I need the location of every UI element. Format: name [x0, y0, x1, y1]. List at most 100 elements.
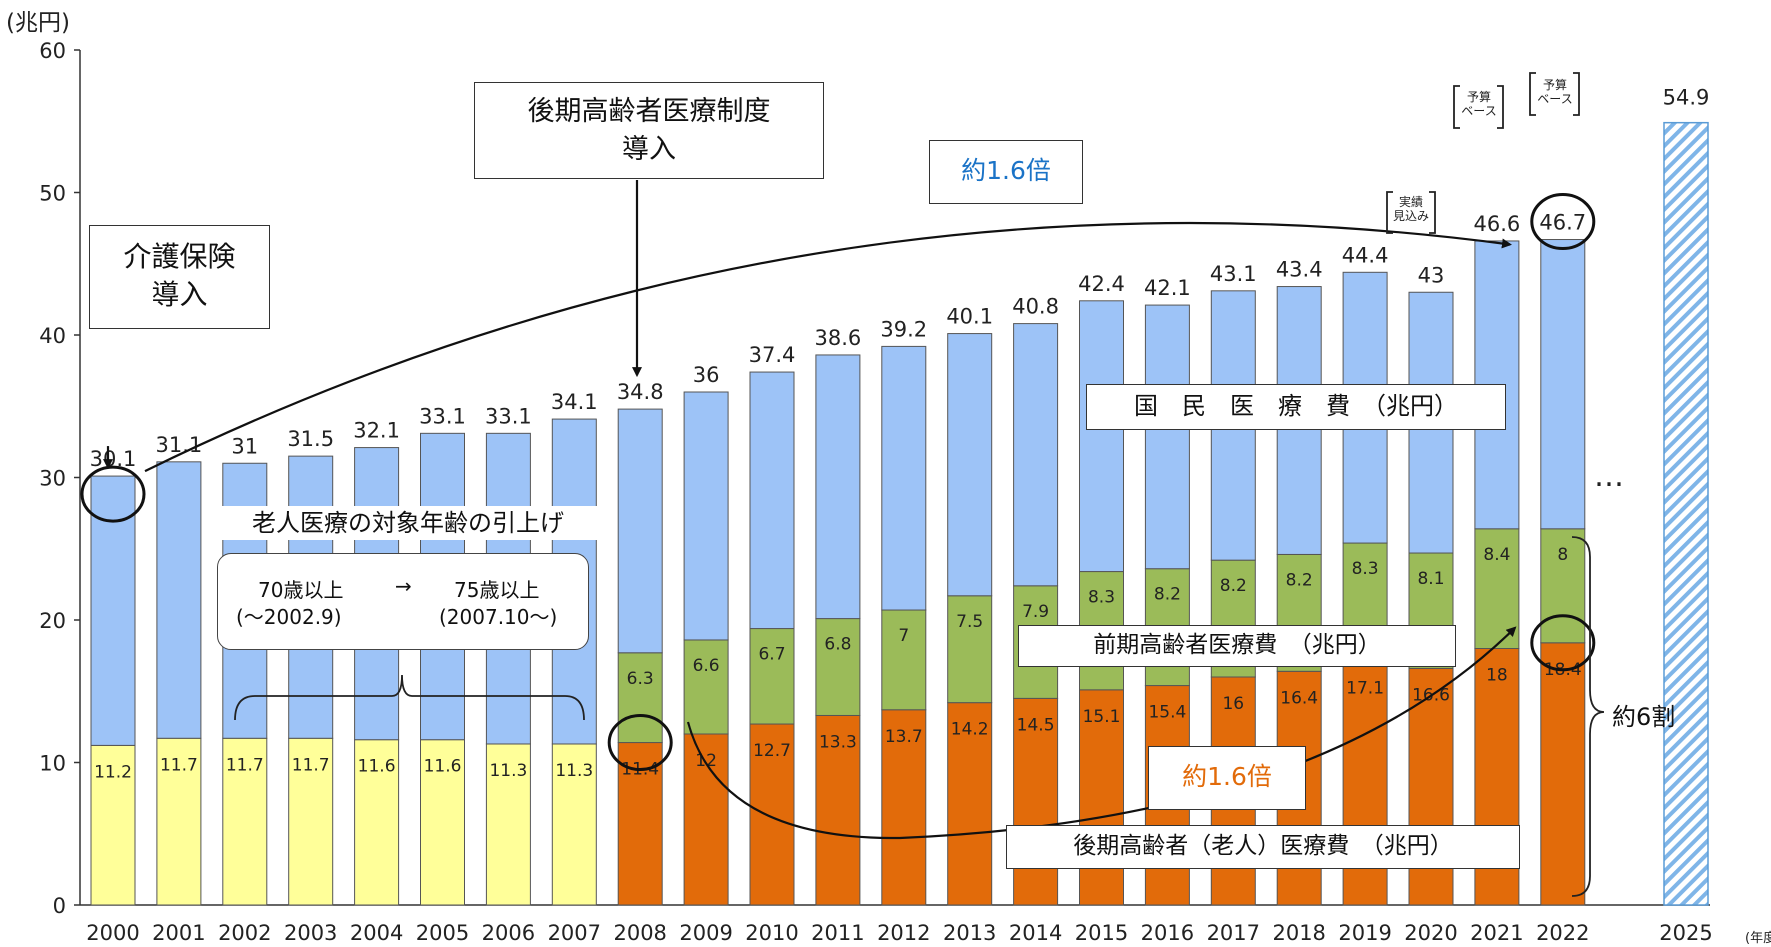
y-tick-label: 40 — [39, 324, 66, 348]
bar-segment-kokumin — [1540, 239, 1586, 530]
segment-label-late: 16 — [1222, 694, 1244, 714]
bar-segment-late — [222, 737, 268, 906]
bar-segment-kokumin — [749, 371, 795, 630]
growth-late-box: 約1.6倍 — [1148, 746, 1306, 810]
total-label: 40.1 — [946, 305, 993, 329]
bar-segment-kokumin — [947, 333, 993, 597]
total-label: 38.6 — [815, 326, 862, 350]
bar-segment-kokumin — [683, 391, 729, 641]
kaigo-line1: 介護保険 — [123, 240, 236, 273]
kaigo-line2: 導入 — [151, 278, 208, 311]
x-axis-unit: (年度) — [1745, 930, 1771, 946]
note-jisseki: 実績 見込み — [1391, 195, 1431, 223]
segment-label-late: 11.3 — [489, 761, 527, 781]
x-tick-label: 2003 — [284, 921, 337, 945]
segment-label-late: 13.3 — [819, 732, 857, 752]
bar-segment-zenki — [1540, 528, 1586, 644]
total-label: 44.4 — [1342, 243, 1389, 267]
total-label: 34.8 — [617, 380, 664, 404]
bar-segment-zenki — [749, 628, 795, 725]
bar-segment-late — [420, 739, 465, 906]
y-tick-label: 0 — [53, 894, 66, 918]
bar-segment-zenki — [947, 595, 993, 704]
note-yosan-2021-1: 予算 — [1466, 90, 1491, 104]
age-to-1: 75歳以上 — [454, 578, 540, 602]
bar-segment-late — [881, 709, 927, 906]
segment-label-zenki: 8.2 — [1286, 570, 1313, 590]
note-yosan-2021-bracket-left — [1453, 85, 1460, 129]
segment-label-zenki: 7.9 — [1022, 602, 1049, 622]
bar-segment-late — [1540, 642, 1586, 906]
segment-label-late: 12 — [695, 751, 717, 771]
total-label: 36 — [693, 363, 720, 387]
note-jisseki-bracket-left — [1386, 191, 1393, 234]
segment-label-late: 11.7 — [226, 755, 264, 775]
circle-late-2008 — [607, 714, 673, 772]
bar-segment-zenki — [617, 652, 663, 744]
legend-zenki-label: 前期高齢者医療費 （兆円） — [1093, 632, 1381, 658]
segment-label-zenki: 8.2 — [1154, 585, 1181, 605]
segment-label-zenki: 8 — [1557, 545, 1568, 565]
x-tick-label: 2005 — [416, 921, 469, 945]
x-tick-label: 2002 — [218, 921, 271, 945]
bar-segment-kokumin — [881, 345, 927, 611]
legend-zenki: 前期高齢者医療費 （兆円） — [1018, 625, 1456, 667]
bar-segment-zenki — [881, 609, 927, 711]
segment-label-late: 14.2 — [951, 720, 989, 740]
segment-label-zenki: 6.7 — [758, 645, 785, 665]
bar-segment-late — [485, 743, 531, 906]
note-yosan-2022: 予算 ベース — [1535, 78, 1575, 106]
total-label: 42.1 — [1144, 276, 1191, 300]
note-jisseki-2: 見込み — [1392, 209, 1429, 223]
age-from-2: (～2002.9) — [236, 605, 342, 629]
y-tick-label: 10 — [39, 752, 66, 776]
segment-label-zenki: 8.3 — [1352, 559, 1379, 579]
note-yosan-2021-bracket-right — [1497, 85, 1504, 129]
x-tick-label: 2014 — [1009, 921, 1062, 945]
bar-segment-late — [947, 702, 993, 906]
total-label: 32.1 — [353, 419, 400, 443]
segment-label-late: 14.5 — [1017, 715, 1055, 735]
total-label: 42.4 — [1078, 272, 1125, 296]
growth-total-box: 約1.6倍 — [929, 140, 1083, 204]
bar-segment-late — [156, 737, 202, 906]
x-tick-label: 2001 — [152, 921, 205, 945]
x-tick-label: 2004 — [350, 921, 403, 945]
x-tick-label: 2011 — [811, 921, 864, 945]
total-label: 33.1 — [419, 404, 466, 428]
y-tick-label: 30 — [39, 467, 66, 491]
note-jisseki-1: 実績 — [1398, 195, 1423, 209]
segment-label-late: 15.4 — [1148, 703, 1186, 723]
ellipsis-mark: … — [1594, 459, 1624, 494]
circle-late-2022 — [1530, 614, 1596, 672]
segment-label-zenki: 7.5 — [956, 612, 983, 632]
share-bracket — [1571, 536, 1605, 897]
projection-bar — [1663, 121, 1709, 906]
x-tick-label: 2008 — [613, 921, 666, 945]
note-yosan-2021-2: ベース — [1461, 104, 1497, 118]
bar-segment-late — [90, 744, 136, 906]
segment-label-late: 11.2 — [94, 762, 132, 782]
age-from-1: 70歳以上 — [258, 578, 344, 602]
x-tick-label: 2007 — [548, 921, 601, 945]
legend-kouki: 後期高齢者（老人）医療費 （兆円） — [1006, 825, 1520, 869]
arrow-growth-total — [144, 221, 1512, 473]
x-tick-label: 2018 — [1272, 921, 1325, 945]
total-label: 33.1 — [485, 404, 532, 428]
segment-label-late: 18 — [1486, 666, 1508, 686]
y-axis-label: (兆円) — [6, 10, 70, 36]
total-label: 46.7 — [1539, 211, 1586, 235]
age-change-box: 70歳以上 (～2002.9) → 75歳以上 (2007.10～) — [217, 553, 589, 650]
growth-late-label: 約1.6倍 — [1182, 762, 1272, 791]
kaigo-intro-box: 介護保険 導入 — [89, 225, 270, 329]
projection-label: 54.9 — [1663, 86, 1710, 110]
segment-label-late: 12.7 — [753, 741, 791, 761]
total-label: 46.6 — [1474, 212, 1521, 236]
bar-segment-late — [354, 739, 400, 906]
segment-label-zenki: 8.4 — [1483, 545, 1510, 565]
segment-label-zenki: 6.8 — [824, 635, 851, 655]
legend-kokumin-label: 国 民 医 療 費 （兆円） — [1134, 392, 1458, 420]
segment-label-late: 11.7 — [160, 755, 198, 775]
bar-segment-kokumin — [815, 354, 861, 620]
bar-segment-kokumin — [1013, 323, 1059, 587]
